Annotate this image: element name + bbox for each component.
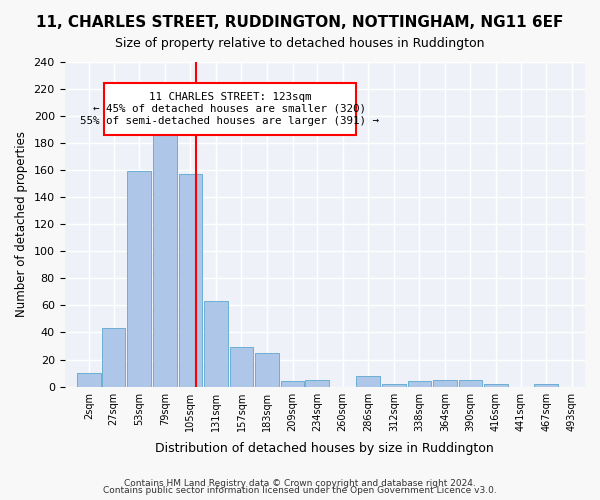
Bar xyxy=(535,384,558,386)
Text: Contains HM Land Registry data © Crown copyright and database right 2024.: Contains HM Land Registry data © Crown c… xyxy=(124,478,476,488)
Bar xyxy=(356,376,380,386)
Bar xyxy=(153,126,176,386)
Bar xyxy=(204,302,227,386)
Bar xyxy=(255,353,279,386)
Text: 11, CHARLES STREET, RUDDINGTON, NOTTINGHAM, NG11 6EF: 11, CHARLES STREET, RUDDINGTON, NOTTINGH… xyxy=(37,15,563,30)
Text: 11 CHARLES STREET: 123sqm
← 45% of detached houses are smaller (320)
55% of semi: 11 CHARLES STREET: 123sqm ← 45% of detac… xyxy=(80,92,379,126)
Text: Contains public sector information licensed under the Open Government Licence v3: Contains public sector information licen… xyxy=(103,486,497,495)
Bar xyxy=(127,171,151,386)
Bar xyxy=(458,380,482,386)
FancyBboxPatch shape xyxy=(104,84,356,134)
X-axis label: Distribution of detached houses by size in Ruddington: Distribution of detached houses by size … xyxy=(155,442,494,455)
Bar xyxy=(281,381,304,386)
Bar xyxy=(102,328,125,386)
Bar xyxy=(179,174,202,386)
Y-axis label: Number of detached properties: Number of detached properties xyxy=(15,131,28,317)
Bar xyxy=(382,384,406,386)
Bar xyxy=(484,384,508,386)
Bar xyxy=(433,380,457,386)
Bar xyxy=(230,348,253,387)
Text: Size of property relative to detached houses in Ruddington: Size of property relative to detached ho… xyxy=(115,38,485,51)
Bar xyxy=(305,380,329,386)
Bar xyxy=(77,373,101,386)
Bar xyxy=(407,381,431,386)
